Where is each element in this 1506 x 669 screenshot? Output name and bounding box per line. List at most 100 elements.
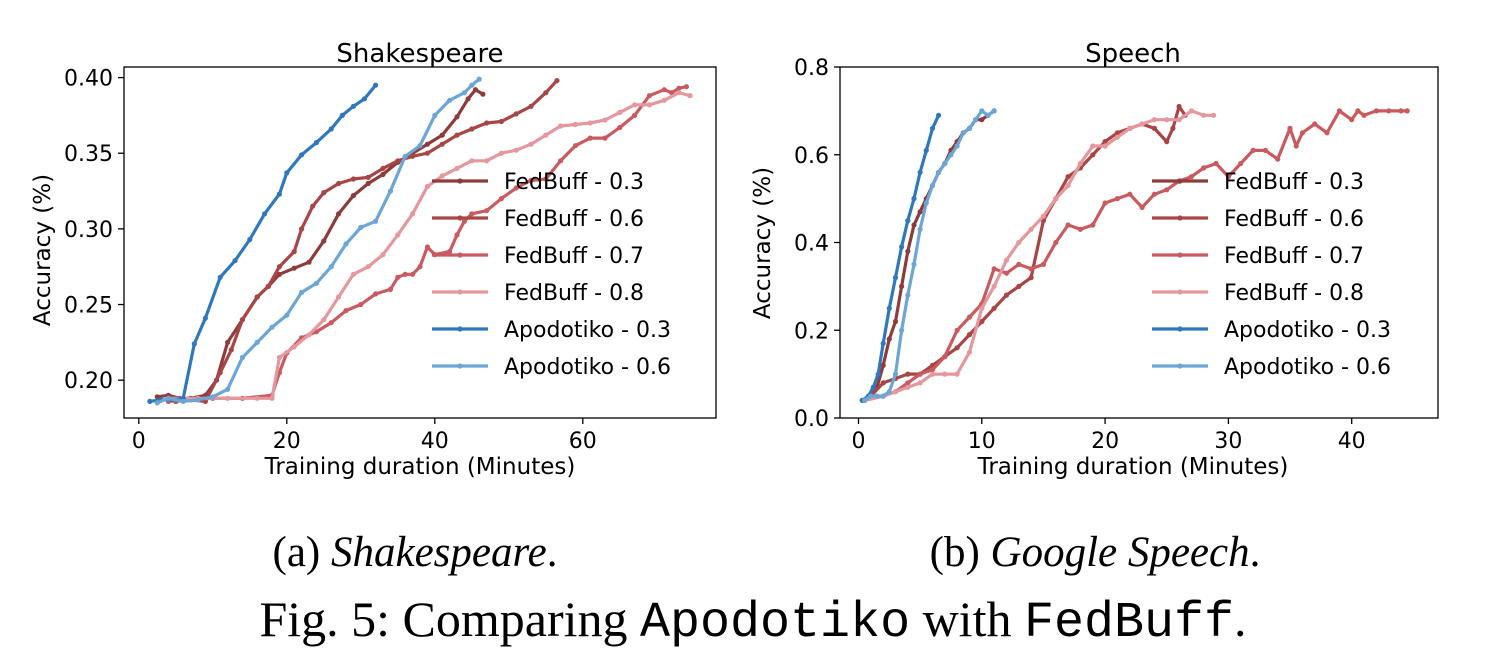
- legend-label: FedBuff - 0.6: [1224, 207, 1364, 232]
- data-point: [417, 143, 423, 149]
- data-point: [1090, 143, 1096, 149]
- data-point: [669, 90, 675, 96]
- subcaption-a-name: Shakespeare: [331, 529, 547, 576]
- x-tick-label: 10: [968, 429, 996, 454]
- data-point: [284, 170, 290, 176]
- data-point: [336, 180, 342, 187]
- data-point: [1250, 147, 1256, 153]
- data-point: [868, 393, 874, 399]
- y-tick-label: 0.25: [64, 294, 113, 319]
- series-line: [863, 104, 1187, 402]
- data-point: [892, 275, 899, 281]
- data-point: [1312, 121, 1318, 127]
- data-point: [942, 354, 948, 360]
- data-point: [602, 117, 608, 123]
- data-point: [892, 318, 899, 325]
- data-point: [217, 370, 223, 376]
- data-point: [979, 108, 985, 114]
- data-point: [1164, 139, 1170, 145]
- data-point: [1238, 160, 1244, 167]
- data-point: [632, 102, 638, 108]
- legend-marker: [1177, 252, 1183, 258]
- legend-label: FedBuff - 0.7: [1224, 244, 1364, 269]
- series-fedbuff-0-7: [862, 108, 1410, 403]
- data-point: [917, 226, 923, 232]
- x-tick-label: 20: [273, 429, 301, 454]
- legend: FedBuff - 0.3 FedBuff - 0.6 FedBuff - 0.7 F…: [1152, 170, 1391, 380]
- axes-frame: [123, 66, 717, 419]
- data-point: [923, 200, 929, 206]
- data-point: [310, 203, 316, 209]
- chart-title: Shakespeare: [336, 39, 503, 69]
- data-point: [1176, 117, 1182, 123]
- legend-marker: [457, 363, 463, 369]
- data-point: [911, 222, 917, 228]
- legend-label: Apodotiko - 0.3: [504, 318, 671, 343]
- data-point: [687, 93, 693, 99]
- legend-label: Apodotiko - 0.6: [1224, 355, 1391, 380]
- data-point: [528, 177, 534, 184]
- data-point: [395, 158, 401, 164]
- data-point: [465, 96, 471, 102]
- legend-item: Apodotiko - 0.6: [1152, 355, 1391, 380]
- data-point: [321, 317, 327, 323]
- subcaption-b-label: (b): [930, 529, 991, 576]
- data-point: [905, 218, 911, 224]
- data-point: [306, 259, 312, 265]
- data-point: [966, 314, 973, 320]
- legend-item: FedBuff - 0.8: [1152, 281, 1364, 306]
- data-point: [1102, 200, 1108, 206]
- data-point: [929, 125, 936, 131]
- legend: FedBuff - 0.3 FedBuff - 0.6 FedBuff - 0.7 F…: [432, 170, 671, 380]
- data-point: [225, 339, 231, 345]
- data-point: [1299, 130, 1305, 136]
- series-line: [166, 91, 692, 400]
- data-point: [1213, 160, 1219, 167]
- data-point: [886, 336, 892, 342]
- data-point: [439, 141, 445, 147]
- data-point: [328, 320, 334, 326]
- data-point: [1398, 108, 1404, 114]
- data-point: [358, 224, 364, 230]
- series-line: [860, 113, 941, 402]
- data-point: [646, 93, 653, 99]
- legend-marker: [457, 326, 463, 332]
- data-point: [929, 371, 936, 377]
- data-point: [661, 97, 667, 103]
- data-point: [899, 283, 905, 289]
- figure-caption: Fig. 5: Comparing Apodotiko with FedBuff…: [259, 591, 1246, 652]
- data-point: [966, 349, 973, 355]
- data-point: [410, 153, 416, 159]
- data-point: [929, 182, 936, 189]
- data-point: [1201, 112, 1207, 118]
- data-point: [991, 266, 997, 272]
- data-point: [954, 371, 960, 377]
- data-point: [1188, 108, 1194, 114]
- legend-item: Apodotiko - 0.6: [432, 355, 671, 380]
- data-point: [1053, 196, 1059, 202]
- data-point: [911, 196, 917, 202]
- data-point: [1287, 125, 1293, 131]
- data-point: [461, 218, 467, 224]
- x-axis-label: Training duration (Minutes): [977, 454, 1289, 480]
- series-fedbuff-0-8: [862, 108, 1217, 403]
- data-point: [892, 389, 899, 395]
- series-apodotiko-0-6: [862, 108, 997, 403]
- data-point: [991, 283, 997, 289]
- data-point: [892, 371, 899, 377]
- data-point: [1003, 257, 1010, 263]
- data-point: [966, 125, 973, 131]
- data-point: [1016, 283, 1022, 289]
- chart-shakespeare: Shakespeare 0 20 40 60 0.20 0.25 0.30 0.35 0.40 F…: [30, 39, 717, 480]
- series-line: [155, 77, 481, 405]
- data-point: [358, 301, 364, 308]
- data-point: [343, 308, 349, 314]
- data-point: [899, 327, 905, 333]
- data-point: [469, 158, 475, 164]
- data-point: [447, 97, 453, 103]
- data-point: [469, 211, 475, 217]
- data-point: [232, 258, 238, 264]
- data-point: [923, 147, 929, 153]
- y-tick-label: 0.2: [794, 319, 829, 344]
